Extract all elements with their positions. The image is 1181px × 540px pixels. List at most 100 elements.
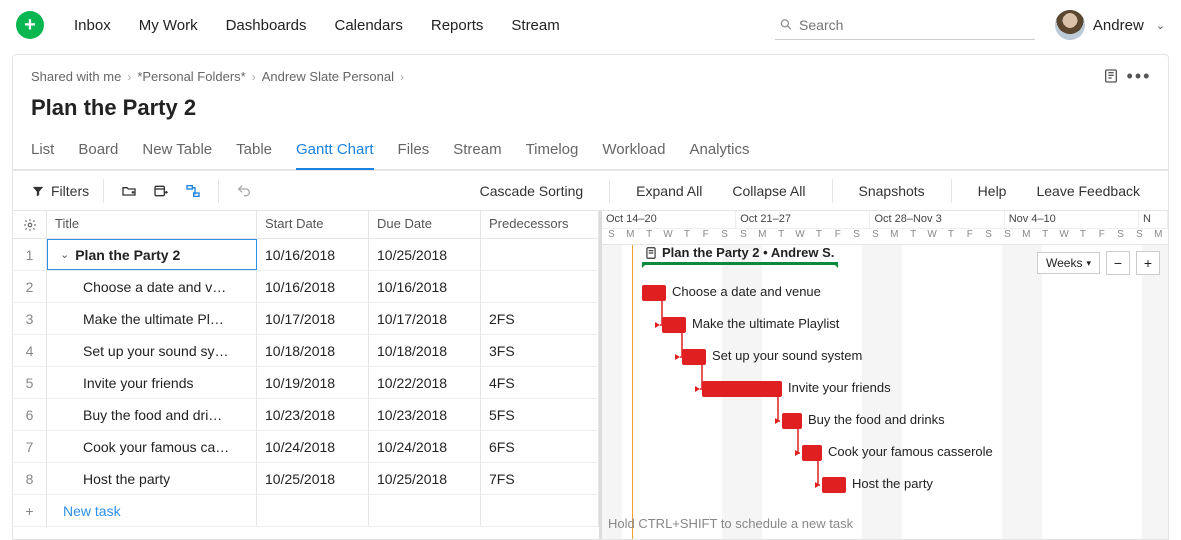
tab-analytics[interactable]: Analytics xyxy=(689,135,749,169)
add-task-icon[interactable]: + xyxy=(13,495,47,526)
due-date-cell[interactable]: 10/25/2018 xyxy=(369,239,481,270)
user-menu[interactable]: Andrew ⌄ xyxy=(1055,10,1165,40)
grid-settings-icon[interactable] xyxy=(13,211,47,238)
task-title-cell[interactable]: Host the party xyxy=(47,463,257,494)
collapse-all-button[interactable]: Collapse All xyxy=(722,183,815,199)
start-date-cell[interactable]: 10/25/2018 xyxy=(257,463,369,494)
gantt-chart[interactable]: Oct 14–20Oct 21–27Oct 28–Nov 3Nov 4–10N … xyxy=(602,211,1168,539)
topnav-dashboards[interactable]: Dashboards xyxy=(226,17,307,34)
col-title[interactable]: Title xyxy=(47,211,257,238)
tab-files[interactable]: Files xyxy=(398,135,430,169)
table-row[interactable]: 4Set up your sound sy…10/18/201810/18/20… xyxy=(13,335,599,367)
cascade-sorting-button[interactable]: Cascade Sorting xyxy=(470,183,594,199)
table-row[interactable]: 7Cook your famous ca…10/24/201810/24/201… xyxy=(13,431,599,463)
col-due[interactable]: Due Date xyxy=(369,211,481,238)
folder-add-icon[interactable] xyxy=(118,180,140,202)
tab-timelog[interactable]: Timelog xyxy=(526,135,579,169)
table-row[interactable]: 1⌄Plan the Party 210/16/201810/25/2018 xyxy=(13,239,599,271)
tab-list[interactable]: List xyxy=(31,135,54,169)
zoom-out-button[interactable]: − xyxy=(1106,251,1130,275)
predecessors-cell[interactable]: 2FS xyxy=(481,303,599,334)
col-start[interactable]: Start Date xyxy=(257,211,369,238)
start-date-cell[interactable]: 10/16/2018 xyxy=(257,239,369,270)
chevron-right-icon: › xyxy=(400,70,404,84)
due-date-cell[interactable]: 10/23/2018 xyxy=(369,399,481,430)
due-date-cell[interactable]: 10/18/2018 xyxy=(369,335,481,366)
predecessors-cell[interactable]: 5FS xyxy=(481,399,599,430)
due-date-cell[interactable]: 10/25/2018 xyxy=(369,463,481,494)
predecessors-cell[interactable]: 6FS xyxy=(481,431,599,462)
table-row[interactable]: 3Make the ultimate Pl…10/17/201810/17/20… xyxy=(13,303,599,335)
task-title-cell[interactable]: Choose a date and v… xyxy=(47,271,257,302)
predecessors-cell[interactable]: 3FS xyxy=(481,335,599,366)
chevron-right-icon: › xyxy=(252,70,256,84)
task-title-cell[interactable]: Cook your famous ca… xyxy=(47,431,257,462)
add-button[interactable]: + xyxy=(16,11,44,39)
help-button[interactable]: Help xyxy=(968,183,1017,199)
leave-feedback-button[interactable]: Leave Feedback xyxy=(1026,183,1150,199)
breadcrumb-item[interactable]: Andrew Slate Personal xyxy=(262,69,394,84)
caret-down-icon: ▾ xyxy=(1086,258,1091,269)
predecessors-cell[interactable] xyxy=(481,239,599,270)
task-title-cell[interactable]: Make the ultimate Pl… xyxy=(47,303,257,334)
tab-new-table[interactable]: New Table xyxy=(142,135,212,169)
due-date-cell[interactable]: 10/24/2018 xyxy=(369,431,481,462)
breadcrumb-item[interactable]: Shared with me xyxy=(31,69,121,84)
chevron-right-icon: › xyxy=(127,70,131,84)
predecessors-cell[interactable]: 7FS xyxy=(481,463,599,494)
task-title-cell[interactable]: Set up your sound sy… xyxy=(47,335,257,366)
topnav-stream[interactable]: Stream xyxy=(511,17,559,34)
zoom-scale-button[interactable]: Weeks ▾ xyxy=(1037,252,1100,274)
table-row[interactable]: 2Choose a date and v…10/16/201810/16/201… xyxy=(13,271,599,303)
table-row[interactable]: 5Invite your friends10/19/201810/22/2018… xyxy=(13,367,599,399)
snapshots-button[interactable]: Snapshots xyxy=(849,183,935,199)
avatar xyxy=(1055,10,1085,40)
start-date-cell[interactable]: 10/19/2018 xyxy=(257,367,369,398)
tab-board[interactable]: Board xyxy=(78,135,118,169)
page-title: Plan the Party 2 xyxy=(13,87,1168,135)
topnav-inbox[interactable]: Inbox xyxy=(74,17,111,34)
row-number: 6 xyxy=(13,399,47,430)
table-row[interactable]: 6Buy the food and dri…10/23/201810/23/20… xyxy=(13,399,599,431)
tab-workload[interactable]: Workload xyxy=(602,135,665,169)
filters-button[interactable]: Filters xyxy=(31,183,89,199)
tab-table[interactable]: Table xyxy=(236,135,272,169)
col-pred[interactable]: Predecessors xyxy=(481,211,599,238)
breadcrumb-item[interactable]: *Personal Folders* xyxy=(137,69,245,84)
start-date-cell[interactable]: 10/18/2018 xyxy=(257,335,369,366)
new-task-label[interactable]: New task xyxy=(47,495,257,526)
task-grid: Title Start Date Due Date Predecessors 1… xyxy=(13,211,602,539)
more-icon[interactable]: ••• xyxy=(1128,65,1150,87)
due-date-cell[interactable]: 10/16/2018 xyxy=(369,271,481,302)
history-icon[interactable] xyxy=(1100,65,1122,87)
task-title-cell[interactable]: Invite your friends xyxy=(47,367,257,398)
start-date-cell[interactable]: 10/23/2018 xyxy=(257,399,369,430)
undo-icon[interactable] xyxy=(233,180,255,202)
topnav-calendars[interactable]: Calendars xyxy=(334,17,402,34)
row-number: 8 xyxy=(13,463,47,494)
new-task-row[interactable]: +New task xyxy=(13,495,599,527)
calendar-add-icon[interactable] xyxy=(150,180,172,202)
start-date-cell[interactable]: 10/17/2018 xyxy=(257,303,369,334)
collapse-icon[interactable]: ⌄ xyxy=(60,248,69,261)
start-date-cell[interactable]: 10/16/2018 xyxy=(257,271,369,302)
task-title-cell[interactable]: Buy the food and dri… xyxy=(47,399,257,430)
tab-gantt-chart[interactable]: Gantt Chart xyxy=(296,135,374,170)
topnav-my-work[interactable]: My Work xyxy=(139,17,198,34)
expand-all-button[interactable]: Expand All xyxy=(626,183,712,199)
zoom-in-button[interactable]: + xyxy=(1136,251,1160,275)
week-header: Oct 14–20 xyxy=(602,211,736,228)
search-box[interactable] xyxy=(775,10,1035,40)
predecessors-cell[interactable]: 4FS xyxy=(481,367,599,398)
search-input[interactable] xyxy=(793,15,1031,35)
due-date-cell[interactable]: 10/22/2018 xyxy=(369,367,481,398)
due-date-cell[interactable]: 10/17/2018 xyxy=(369,303,481,334)
task-title-cell[interactable]: ⌄Plan the Party 2 xyxy=(47,239,257,270)
table-row[interactable]: 8Host the party10/25/201810/25/20187FS xyxy=(13,463,599,495)
search-icon xyxy=(779,17,793,32)
dependency-icon[interactable] xyxy=(182,180,204,202)
predecessors-cell[interactable] xyxy=(481,271,599,302)
tab-stream[interactable]: Stream xyxy=(453,135,501,169)
start-date-cell[interactable]: 10/24/2018 xyxy=(257,431,369,462)
topnav-reports[interactable]: Reports xyxy=(431,17,484,34)
